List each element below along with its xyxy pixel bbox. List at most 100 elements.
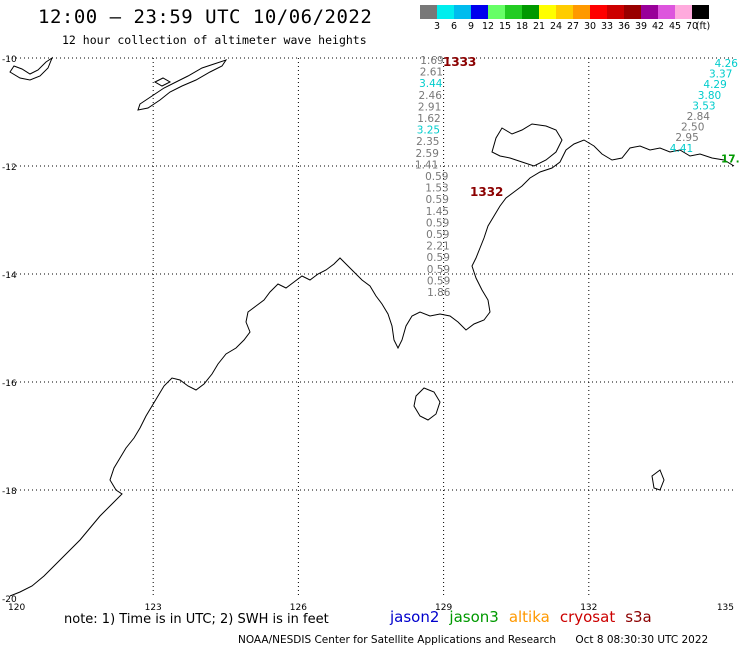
legend-label: 15 [498, 21, 512, 32]
altimeter-tracks: 1333 1332 1.692.613.442.462.911.623.252.35… [415, 55, 740, 299]
wave-height-value: 2.91 [418, 101, 441, 113]
wave-height-value: 2.35 [416, 136, 439, 148]
lon-tick-label: 132 [580, 603, 597, 613]
wave-height-value: 3.44 [419, 78, 443, 90]
legend-label: 27 [566, 21, 580, 32]
credit-line: NOAA/NESDIS Center for Satellite Applica… [238, 634, 724, 646]
wave-height-value: 2.21 [426, 241, 449, 253]
island-outline [137, 59, 228, 111]
wave-height-value: 2.59 [416, 148, 439, 160]
legend-label: 21 [532, 21, 546, 32]
wave-height-value: 1.53 [425, 183, 448, 195]
island-outline [651, 469, 665, 491]
wave-height-value: 4.41 [670, 143, 693, 155]
wave-height-value: 2.95 [675, 132, 698, 144]
legend-swatch [488, 5, 505, 19]
legend-swatch [420, 5, 437, 19]
legend-swatch [505, 5, 522, 19]
wave-height-value: 3.53 [692, 100, 715, 112]
satellite-label-cryosat: cryosat [559, 608, 616, 626]
legend-label: 39 [634, 21, 648, 32]
wave-height-value: 3.25 [417, 125, 440, 137]
lat-tick-label: -14 [2, 271, 17, 281]
pass-number: 1333 [443, 55, 476, 69]
wave-height-value: 3.80 [698, 90, 721, 102]
wave-height-value: 0.59 [427, 275, 450, 287]
wave-height-value: 0.59 [427, 252, 450, 264]
legend-swatch [607, 5, 624, 19]
legend-label: 42 [651, 21, 665, 32]
wave-height-value: 1.62 [417, 113, 440, 125]
legend-swatch [658, 5, 675, 19]
legend-label: 70 [685, 21, 699, 32]
wave-height-value: 0.59 [427, 264, 450, 276]
wave-height-value: 4.29 [703, 79, 726, 91]
legend-label: 45 [668, 21, 682, 32]
mainland-coastline [9, 139, 735, 597]
lat-tick-label: -16 [2, 379, 17, 389]
credit-generated: Oct 8 08:30:30 UTC 2022 [575, 634, 709, 646]
legend-swatches [420, 5, 709, 19]
legend-label: 33 [600, 21, 614, 32]
legend-unit: (ft) [695, 21, 711, 32]
map-title: 12:00 – 23:59 UTC 10/06/2022 [38, 6, 373, 28]
island-outline [153, 77, 172, 87]
legend-label: 12 [481, 21, 495, 32]
lat-tick-label: -18 [2, 487, 17, 497]
legend-label: 18 [515, 21, 529, 32]
legend-label: 24 [549, 21, 563, 32]
legend-swatch [437, 5, 454, 19]
pass-number: 1332 [470, 185, 503, 199]
legend-swatch [471, 5, 488, 19]
legend-label: 30 [583, 21, 597, 32]
lat-tick-label: -20 [2, 595, 17, 605]
legend-swatch [590, 5, 607, 19]
legend-label: 9 [467, 21, 475, 32]
satellite-label-jason2: jason2 [390, 608, 440, 626]
satellite-label-altika: altika [508, 608, 550, 626]
legend-swatch [692, 5, 709, 19]
legend-swatch [573, 5, 590, 19]
units-note: note: 1) Time is in UTC; 2) SWH is in fe… [64, 612, 329, 627]
wave-height-value: 2.84 [687, 111, 711, 123]
legend-swatch [454, 5, 471, 19]
legend-swatch [522, 5, 539, 19]
wave-height-value: 1.45 [426, 206, 449, 218]
wave-height-value: 0.59 [426, 194, 449, 206]
satellite-label-jason3: jason3 [449, 608, 499, 626]
lon-tick-label: 126 [290, 603, 307, 613]
wave-height-value: 0.59 [426, 217, 449, 229]
satellite-legend: jason2 jason3 altika cryosat s3a [390, 608, 662, 626]
satellite-label-s3a: s3a [625, 608, 652, 626]
legend-labels: 3 6 9 12 15 18 21 24 27 30 33 36 39 42 45 70 (ft) [420, 19, 711, 32]
wave-height-value: 1.69 [420, 55, 443, 67]
wave-height-value: 3.37 [709, 69, 732, 81]
wave-height-value: 0.59 [425, 171, 448, 183]
island-outline [413, 387, 441, 421]
wave-height-value: 0.59 [426, 229, 449, 241]
credit-org: NOAA/NESDIS Center for Satellite Applica… [238, 634, 556, 646]
legend-swatch [539, 5, 556, 19]
legend-swatch [624, 5, 641, 19]
wave-height-value: 2.50 [681, 122, 704, 134]
lon-tick-label: 120 [8, 603, 25, 613]
lon-tick-label: 123 [145, 603, 162, 613]
island-outline [9, 56, 54, 81]
axis-tick-labels: 120 123 126 129 132 135 -10 -12 -14 -16 -18 -20 [2, 55, 734, 613]
lat-tick-label: -10 [2, 55, 17, 65]
legend-swatch [675, 5, 692, 19]
wave-height-legend: 3 6 9 12 15 18 21 24 27 30 33 36 39 42 45 70 (ft) [420, 5, 711, 32]
lat-lon-grid [8, 57, 734, 598]
legend-label: 36 [617, 21, 631, 32]
legend-swatch [641, 5, 658, 19]
lon-tick-label: 129 [435, 603, 452, 613]
lon-tick-label: 135 [717, 603, 734, 613]
legend-label: 6 [450, 21, 458, 32]
wave-height-value: 17. [721, 153, 740, 165]
map-subtitle: 12 hour collection of altimeter wave hei… [62, 33, 367, 47]
wave-height-value: 1.41 [415, 159, 438, 171]
coastline [9, 56, 735, 597]
lat-tick-label: -12 [2, 163, 17, 173]
wave-height-value: 4.26 [715, 58, 739, 70]
